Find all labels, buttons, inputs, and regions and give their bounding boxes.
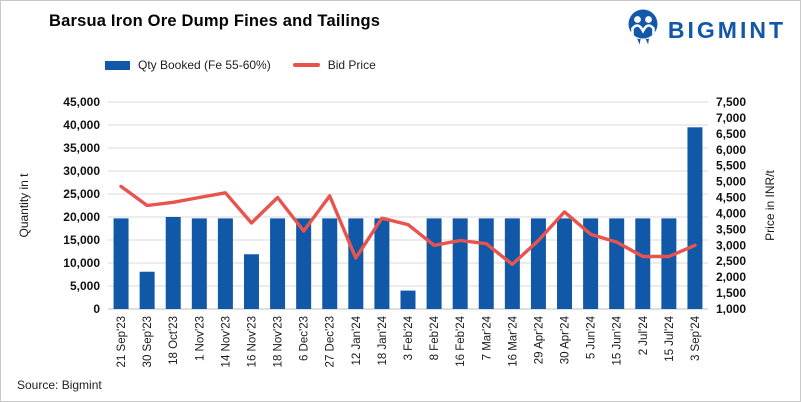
- bar-1 Nov'23: [191, 218, 207, 309]
- qty-legend-swatch: [105, 60, 130, 70]
- x-axis-label: 15 Jun'24: [612, 315, 624, 365]
- x-axis-label: 18 Oct'23: [168, 316, 180, 365]
- qty-legend-label: Qty Booked (Fe 55-60%): [138, 58, 271, 72]
- right-axis-tick: 3,000: [716, 238, 746, 252]
- brand-logo: BIGMINT: [626, 8, 786, 53]
- left-axis-title: Quantity in t: [17, 173, 31, 238]
- right-axis-tick: 5,000: [716, 175, 746, 189]
- right-axis-tick: 6,500: [716, 127, 746, 141]
- x-axis-label: 30 Sep'23: [142, 316, 154, 367]
- bar-2 Jul'24: [635, 218, 651, 309]
- left-axis-tick: 5,000: [70, 279, 100, 293]
- bar-16 Nov'23: [243, 254, 259, 309]
- price-legend-label: Bid Price: [327, 58, 376, 72]
- x-axis-label: 2 Jul'24: [638, 315, 650, 355]
- legend-item-price: Bid Price: [292, 58, 376, 72]
- bar-15 Jun'24: [609, 218, 625, 309]
- bar-30 Apr'24: [557, 218, 573, 309]
- x-axis-label: 1 Nov'23: [194, 316, 206, 361]
- left-axis-tick: 40,000: [63, 118, 100, 132]
- right-axis-tick: 6,000: [716, 143, 746, 157]
- right-axis-title: Price in INR/t: [763, 169, 777, 240]
- left-axis-tick: 0: [93, 302, 100, 316]
- x-axis-label: 29 Apr'24: [533, 315, 545, 364]
- bar-15 Jul'24: [661, 218, 677, 309]
- right-axis-tick: 3,500: [716, 222, 746, 236]
- bar-30 Sep'23: [139, 271, 155, 309]
- source-note: Source: Bigmint: [17, 378, 102, 392]
- x-axis-label: 12 Jan'24: [351, 315, 363, 365]
- left-axis-tick: 45,000: [63, 95, 100, 109]
- left-axis-tick: 35,000: [63, 141, 100, 155]
- bar-6 Dec'23: [296, 218, 312, 309]
- bar-16 Feb'24: [452, 218, 468, 309]
- bar-14 Nov'23: [217, 218, 233, 309]
- bar-21 Sep'23: [113, 218, 129, 309]
- x-axis-label: 16 Mar'24: [507, 315, 519, 366]
- right-axis-tick: 2,500: [716, 254, 746, 268]
- x-axis-label: 16 Feb'24: [455, 315, 467, 366]
- x-axis-label: 5 Jun'24: [586, 315, 598, 359]
- x-axis-label: 3 Sep'24: [690, 315, 702, 361]
- bar-18 Nov'23: [270, 218, 286, 309]
- bar-7 Mar'24: [478, 218, 494, 309]
- bigmint-logo-icon: [626, 8, 662, 53]
- x-axis-label: 15 Jul'24: [664, 315, 676, 361]
- x-axis-label: 6 Dec'23: [299, 316, 311, 361]
- left-axis-tick: 15,000: [63, 233, 100, 247]
- left-axis-tick: 10,000: [63, 256, 100, 270]
- bar-3 Feb'24: [400, 290, 416, 309]
- bar-27 Dec'23: [322, 218, 338, 309]
- chart-legend: Qty Booked (Fe 55-60%) Bid Price: [105, 58, 376, 72]
- right-axis-tick: 4,000: [716, 206, 746, 220]
- x-axis-label: 16 Nov'23: [246, 316, 258, 367]
- right-axis-tick: 5,500: [716, 159, 746, 173]
- right-axis-tick: 7,500: [716, 95, 746, 109]
- bar-29 Apr'24: [530, 218, 546, 309]
- bar-8 Feb'24: [426, 218, 442, 309]
- right-axis-tick: 2,000: [716, 270, 746, 284]
- bar-5 Jun'24: [583, 218, 599, 309]
- x-axis-label: 8 Feb'24: [429, 315, 441, 360]
- x-axis-label: 18 Jan'24: [377, 315, 389, 365]
- x-axis-label: 18 Nov'23: [273, 316, 285, 367]
- left-axis-tick: 30,000: [63, 164, 100, 178]
- right-axis-tick: 7,000: [716, 111, 746, 125]
- right-axis-tick: 1,000: [716, 302, 746, 316]
- chart-title: Barsua Iron Ore Dump Fines and Tailings: [49, 12, 381, 30]
- left-axis-tick: 25,000: [63, 187, 100, 201]
- x-axis-label: 30 Apr'24: [560, 315, 572, 364]
- bar-12 Jan'24: [348, 218, 364, 309]
- right-axis-tick: 1,500: [716, 286, 746, 300]
- bid-price-line: [119, 184, 697, 267]
- x-axis-label: 7 Mar'24: [481, 315, 493, 360]
- bar-18 Jan'24: [374, 218, 390, 309]
- x-axis-label: 14 Nov'23: [220, 316, 232, 367]
- legend-item-qty: Qty Booked (Fe 55-60%): [105, 58, 271, 72]
- brand-wordmark: BIGMINT: [667, 17, 786, 43]
- right-axis-tick: 4,500: [716, 191, 746, 205]
- x-axis-label: 21 Sep'23: [116, 316, 128, 367]
- bar-18 Oct'23: [165, 217, 181, 309]
- bar-3 Sep'24: [687, 127, 703, 309]
- x-axis-label: 27 Dec'23: [325, 316, 337, 367]
- price-legend-swatch: [292, 63, 320, 67]
- left-axis-tick: 20,000: [63, 210, 100, 224]
- x-axis-label: 3 Feb'24: [403, 315, 415, 360]
